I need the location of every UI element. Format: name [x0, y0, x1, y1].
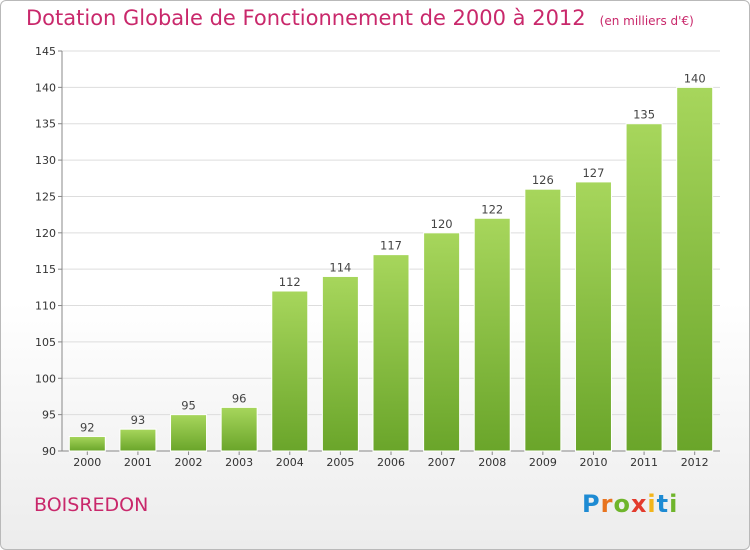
value-label: 135	[633, 108, 655, 122]
y-tick-label: 130	[35, 154, 56, 167]
x-tick-label: 2001	[124, 456, 152, 469]
y-tick-label: 135	[35, 118, 56, 131]
value-label: 140	[684, 71, 706, 85]
bar	[68, 435, 106, 452]
bar	[473, 217, 511, 452]
commune-name: BOISREDON	[34, 494, 149, 516]
bar	[676, 86, 714, 452]
value-label: 96	[232, 391, 247, 405]
bar	[271, 290, 309, 452]
bar	[220, 406, 258, 452]
value-label: 120	[431, 217, 453, 231]
x-tick-label: 2010	[579, 456, 607, 469]
bar	[423, 232, 461, 452]
value-label: 127	[582, 166, 604, 180]
y-tick-label: 110	[35, 300, 56, 313]
logo-letter: i	[647, 490, 657, 518]
x-tick-label: 2002	[175, 456, 203, 469]
x-tick-label: 2004	[276, 456, 304, 469]
y-tick-label: 95	[42, 409, 56, 422]
value-label: 95	[181, 399, 196, 413]
x-tick-label: 2003	[225, 456, 253, 469]
x-tick-label: 2007	[428, 456, 456, 469]
chart-unit-text: (en milliers d'€)	[599, 14, 694, 28]
x-tick-label: 2000	[73, 456, 101, 469]
y-tick-label: 115	[35, 263, 56, 276]
value-label: 114	[329, 260, 351, 274]
y-tick-label: 105	[35, 336, 56, 349]
bar	[170, 414, 208, 452]
x-tick-label: 2012	[681, 456, 709, 469]
y-tick-label: 125	[35, 190, 56, 203]
y-tick-label: 90	[42, 445, 56, 458]
bar	[372, 254, 410, 452]
value-label: 92	[80, 420, 95, 434]
logo-letter: o	[613, 490, 631, 518]
y-tick-label: 120	[35, 227, 56, 240]
value-label: 117	[380, 239, 402, 253]
y-tick-label: 100	[35, 372, 56, 385]
logo-letter: i	[669, 490, 679, 518]
bar	[574, 181, 612, 452]
proxiti-logo: Proxiti	[582, 490, 678, 518]
bars	[68, 86, 714, 452]
value-label: 93	[131, 413, 146, 427]
bar	[321, 275, 359, 452]
logo-letter: t	[656, 490, 670, 518]
logo-letter: r	[600, 490, 614, 518]
chart-title-text: Dotation Globale de Fonctionnement de 20…	[26, 6, 586, 30]
value-label: 126	[532, 173, 554, 187]
bar	[524, 188, 562, 452]
x-tick-label: 2006	[377, 456, 405, 469]
bar	[625, 123, 663, 452]
y-tick-label: 145	[35, 45, 56, 58]
x-tick-label: 2009	[529, 456, 557, 469]
logo-letter: P	[582, 490, 601, 518]
chart-title: Dotation Globale de Fonctionnement de 20…	[26, 6, 694, 30]
value-label: 122	[481, 202, 503, 216]
x-tick-label: 2005	[326, 456, 354, 469]
x-tick-label: 2011	[630, 456, 658, 469]
labels: 90 95 100 105 110 115 120 125 130 135 140 145 92 2000…	[35, 45, 709, 469]
x-tick-label: 2008	[478, 456, 506, 469]
value-label: 112	[279, 275, 301, 289]
bar	[119, 428, 157, 452]
logo-letter: x	[630, 490, 648, 518]
y-tick-label: 140	[35, 81, 56, 94]
